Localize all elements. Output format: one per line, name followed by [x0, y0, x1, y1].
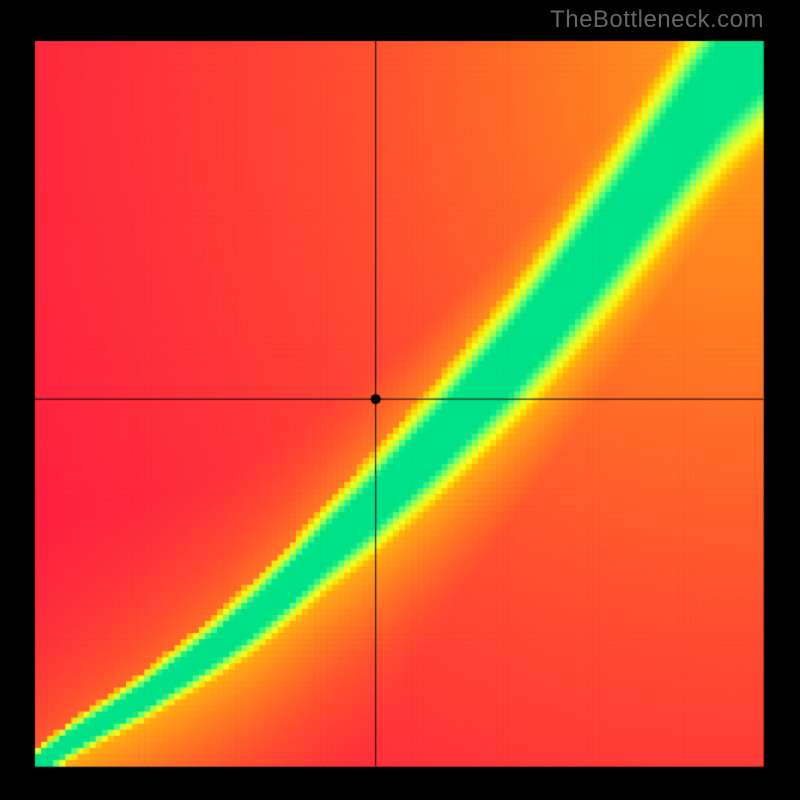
heatmap-canvas	[0, 0, 800, 800]
watermark-text: TheBottleneck.com	[550, 6, 764, 34]
chart-container: TheBottleneck.com	[0, 0, 800, 800]
